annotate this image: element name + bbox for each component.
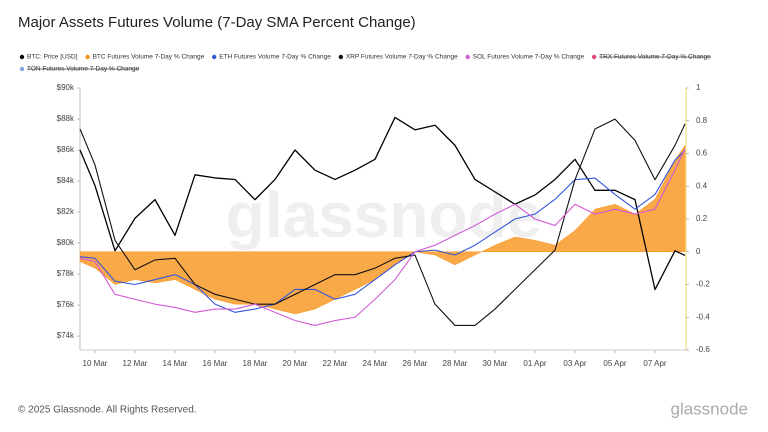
legend-label: XRP Futures Volume 7-Day % Change <box>346 54 458 61</box>
x-tick-label: 28 Mar <box>443 359 468 368</box>
legend-item: ETH Futures Volume 7-Day % Change <box>212 54 331 61</box>
y2-tick-label: -0.2 <box>696 280 710 289</box>
y2-tick-label: 0.2 <box>696 214 708 223</box>
legend-label: BTC Futures Volume 7-Day % Change <box>93 54 205 61</box>
legend-swatch <box>591 54 597 60</box>
x-tick-label: 24 Mar <box>363 359 388 368</box>
line-series <box>79 118 686 326</box>
x-tick-label: 20 Mar <box>283 359 308 368</box>
y-tick-label: $80k <box>57 238 75 247</box>
legend-item: BTC: Price [USD] <box>19 54 78 61</box>
x-tick-label: 10 Mar <box>83 359 108 368</box>
y-tick-label: $90k <box>57 83 75 92</box>
y2-tick-label: 0.4 <box>696 181 708 190</box>
x-tick-label: 22 Mar <box>323 359 348 368</box>
x-tick-label: 14 Mar <box>163 359 188 368</box>
x-tick-label: 07 Apr <box>643 359 666 368</box>
x-tick-label: 18 Mar <box>243 359 268 368</box>
y2-tick-label: -0.4 <box>696 312 710 321</box>
y-tick-label: $74k <box>57 331 75 340</box>
legend-swatch <box>212 54 217 60</box>
legend-swatch <box>19 54 25 60</box>
line-series <box>79 148 686 326</box>
x-tick-label: 03 Apr <box>563 359 586 368</box>
y-tick-label: $82k <box>57 207 75 216</box>
y-tick-label: $86k <box>57 145 75 154</box>
brand-logo: glassnode <box>670 399 748 418</box>
y2-tick-label: 0.8 <box>696 116 708 125</box>
legend-item: TON Futures Volume 7-Day % Change <box>19 66 140 73</box>
y2-tick-label: 0 <box>696 247 701 256</box>
legend-item: TRX Futures Volume 7-Day % Change <box>591 54 711 61</box>
legend-swatch <box>85 54 90 60</box>
y2-tick-label: 0.6 <box>696 149 708 158</box>
legend-swatch <box>338 54 344 60</box>
watermark: glassnode <box>226 179 543 251</box>
y-tick-label: $88k <box>57 114 75 123</box>
y2-tick-label: 1 <box>696 83 701 92</box>
legend-label: TRX Futures Volume 7-Day % Change <box>599 54 711 61</box>
y-tick-label: $78k <box>57 269 75 278</box>
x-tick-label: 26 Mar <box>403 359 428 368</box>
legend-swatch <box>19 66 25 72</box>
legend-item: SOL Futures Volume 7-Day % Change <box>465 54 585 61</box>
line-series <box>79 116 686 291</box>
line-series <box>79 149 686 313</box>
x-tick-label: 05 Apr <box>603 359 626 368</box>
legend-label: BTC: Price [USD] <box>27 54 78 61</box>
y-tick-label: $76k <box>57 300 75 309</box>
legend-item: XRP Futures Volume 7-Day % Change <box>338 54 458 61</box>
legend-item: BTC Futures Volume 7-Day % Change <box>85 54 205 61</box>
x-tick-label: 16 Mar <box>203 359 228 368</box>
x-tick-label: 30 Mar <box>483 359 508 368</box>
legend-label: ETH Futures Volume 7-Day % Change <box>219 54 331 61</box>
y2-tick-label: -0.6 <box>696 345 710 354</box>
x-tick-label: 12 Mar <box>123 359 148 368</box>
legend-label: SOL Futures Volume 7-Day % Change <box>473 54 585 61</box>
footer: © 2025 Glassnode. All Rights Reserved. <box>18 405 197 416</box>
x-tick-label: 01 Apr <box>523 359 546 368</box>
y-tick-label: $84k <box>57 176 75 185</box>
legend-label: TON Futures Volume 7-Day % Change <box>27 66 140 73</box>
legend-swatch <box>465 54 470 60</box>
chart-title: Major Assets Futures Volume (7-Day SMA P… <box>18 14 416 31</box>
